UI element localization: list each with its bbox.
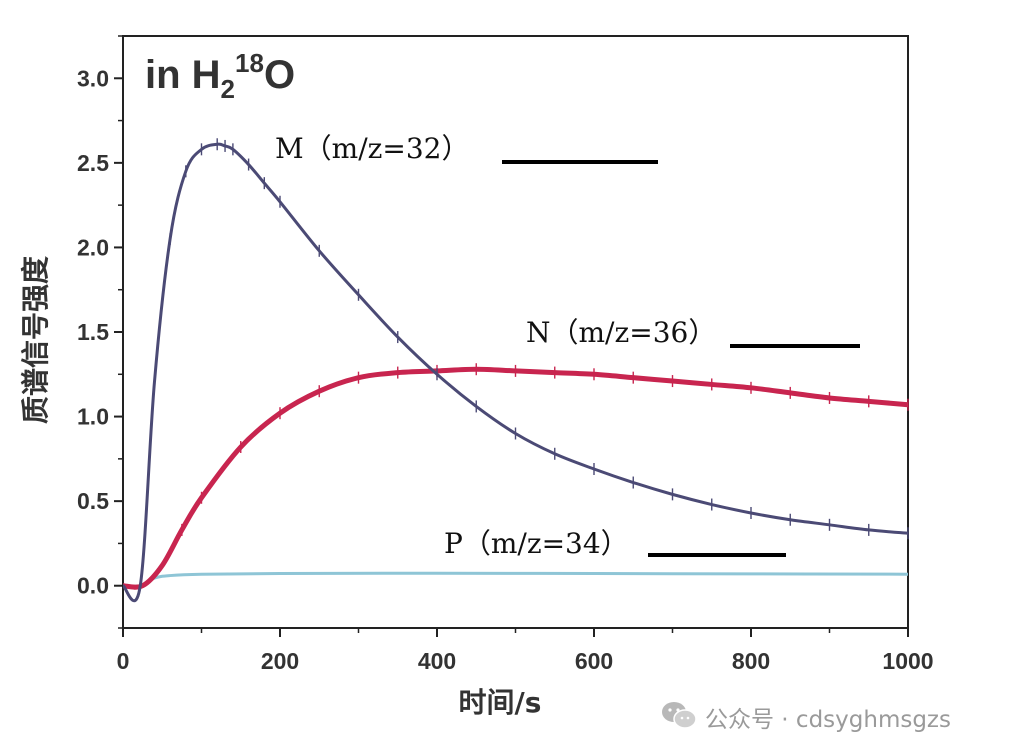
series-line-m-m-z-32 bbox=[121, 142, 909, 603]
y-tick-label: 0.5 bbox=[77, 488, 109, 514]
series-label-n-m-z-36: N（m/z=36） bbox=[526, 316, 716, 349]
x-tick-label: 0 bbox=[117, 648, 130, 674]
y-tick-label: 1.0 bbox=[77, 404, 109, 430]
watermark-text: 公众号 · cdsyghmsgzs bbox=[705, 707, 951, 733]
y-tick-label: 0.0 bbox=[77, 573, 109, 599]
x-tick-label: 800 bbox=[732, 648, 770, 674]
y-tick-label: 3.0 bbox=[77, 65, 109, 91]
wechat-icon bbox=[662, 702, 697, 729]
panel-title-sub: 2 bbox=[221, 74, 235, 104]
y-axis-title: 质谱信号强度 bbox=[19, 256, 52, 424]
panel-title: in H218O bbox=[145, 48, 295, 104]
y-axis: 0.0 0.5 1.0 1.5 2.0 2.5 3.0 bbox=[77, 35, 123, 629]
x-axis: 0 200 400 600 800 1000 bbox=[117, 628, 934, 674]
series-label-m-m-z-32: M（m/z=32） bbox=[275, 132, 470, 165]
y-tick-label: 1.5 bbox=[77, 319, 109, 345]
x-tick-label: 1000 bbox=[882, 648, 933, 674]
panel-title-sup: 18 bbox=[235, 48, 264, 78]
series-label-p-m-z-34: P（m/z=34） bbox=[444, 527, 629, 560]
panel-title-tail: O bbox=[264, 53, 295, 97]
series-layer bbox=[121, 138, 909, 603]
series-labels: M（m/z=32） N（m/z=36） P（m/z=34） bbox=[275, 132, 860, 560]
x-tick-label: 400 bbox=[418, 648, 456, 674]
x-tick-label: 200 bbox=[261, 648, 299, 674]
x-tick-label: 600 bbox=[575, 648, 613, 674]
x-axis-title: 时间/s bbox=[459, 686, 542, 719]
y-tick-label: 2.5 bbox=[77, 150, 109, 176]
panel-title-main: in H bbox=[145, 53, 221, 97]
y-tick-label: 2.0 bbox=[77, 234, 109, 260]
